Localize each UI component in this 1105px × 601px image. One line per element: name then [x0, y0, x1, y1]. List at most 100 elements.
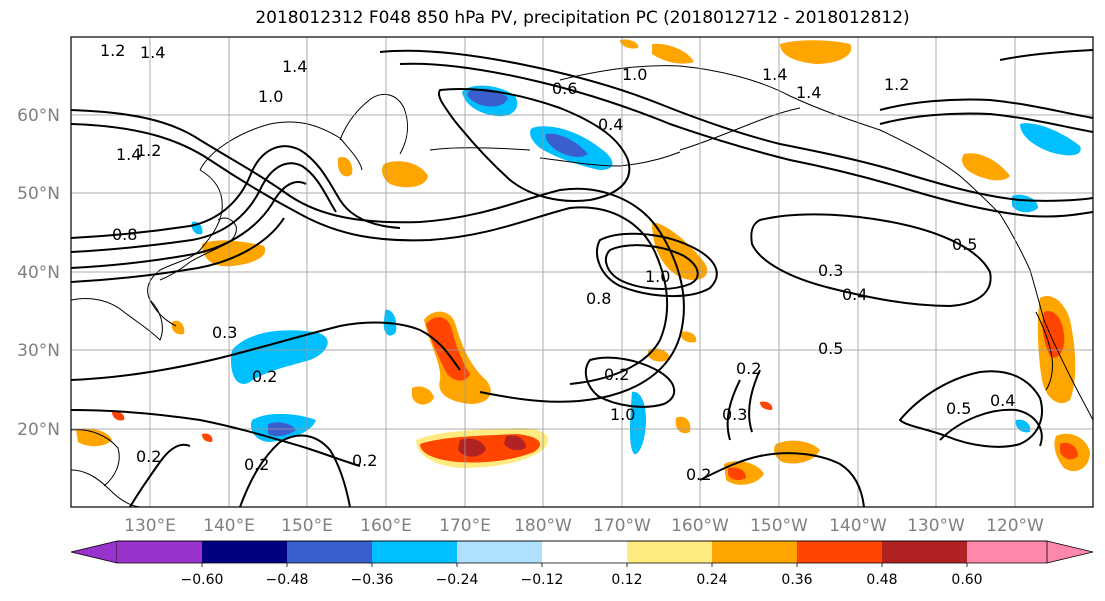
colorbar-segment [372, 541, 457, 563]
colorbar-segment [202, 541, 287, 563]
pv-contour [604, 244, 699, 290]
contour-label: 0.6 [552, 79, 577, 98]
map-title: 2018012312 F048 850 hPa PV, precipitatio… [255, 8, 910, 28]
lon-axis: 130°E 140°E 150°E 160°E 170°E 180°W 170°… [124, 516, 1044, 536]
pv-contour [239, 434, 351, 507]
colorbar-ticks [201, 563, 968, 567]
precip-pos-patch [728, 467, 746, 481]
precip-neg-core [545, 133, 588, 157]
precip-pos-core [504, 435, 526, 451]
contour-label: 1.0 [622, 65, 647, 84]
pv-contour [71, 145, 401, 239]
precip-pos-patch [648, 348, 670, 362]
colorbar-tick-label: −0.60 [181, 572, 224, 588]
contour-label: 0.2 [352, 451, 377, 470]
precip-pos-patch [1060, 442, 1078, 460]
precip-pos-patch [412, 386, 434, 405]
coastline-na-west [999, 213, 1093, 421]
lon-label: 130°E [124, 516, 176, 536]
pv-contour [399, 62, 1093, 218]
pv-contour [699, 452, 865, 507]
precip-pos-patch [652, 43, 694, 64]
pv-contour [584, 356, 675, 408]
colorbar-segment [117, 541, 202, 563]
contour-label: 0.2 [604, 365, 629, 384]
precip-pos-patch [76, 428, 112, 447]
contour-label: 1.0 [645, 267, 670, 286]
colorbar-tick-label: 0.36 [781, 572, 812, 588]
contour-labels: 1.2 1.4 1.4 1.0 1.2 1.4 0.8 0.6 1.0 0.4 … [100, 41, 1015, 484]
pv-contour [879, 98, 1093, 119]
colorbar-segment [967, 541, 1047, 563]
precip-pos-patch [202, 433, 213, 442]
lon-label: 140°E [203, 516, 255, 536]
precip-neg-patch [1020, 123, 1081, 156]
contour-label: 0.2 [736, 359, 761, 378]
colorbar-segment [287, 541, 372, 563]
colorbar-segment [627, 541, 712, 563]
colorbar-tick-label: −0.12 [521, 572, 564, 588]
lon-label: 170°E [439, 516, 491, 536]
colorbar-extend-low [70, 540, 118, 564]
precip-pos-patch [382, 161, 428, 188]
precip-shading [76, 39, 1090, 485]
colorbar-tick-label: −0.36 [351, 572, 394, 588]
lon-label: 170°W [593, 516, 651, 536]
coastline-alaska [559, 65, 1001, 215]
pv-contour [71, 181, 307, 269]
precip-pos-patch [1042, 311, 1065, 358]
contour-label: 1.0 [258, 87, 283, 106]
pv-contour [898, 370, 1043, 448]
colorbar-segment [457, 541, 542, 563]
colorbar-extend-high [1046, 540, 1094, 564]
contour-label: 0.4 [990, 391, 1015, 410]
lat-axis: 60°N 50°N 40°N 30°N 20°N [17, 106, 60, 440]
precip-neg-patch [230, 330, 328, 384]
lon-label: 180°W [514, 516, 572, 536]
contour-label: 0.2 [244, 455, 269, 474]
contour-label: 0.5 [946, 399, 971, 418]
colorbar-segment [712, 541, 797, 563]
colorbar-tick-label: 0.48 [866, 572, 897, 588]
colorbar-segment [797, 541, 882, 563]
contour-label: 0.3 [212, 323, 237, 342]
lat-label: 60°N [17, 106, 60, 126]
contour-label: 0.2 [136, 447, 161, 466]
lat-label: 30°N [17, 341, 60, 361]
contour-label: 0.3 [818, 261, 843, 280]
pv-contour [999, 49, 1093, 61]
colorbar-tick-label: 0.12 [611, 572, 642, 588]
pv-contour [750, 213, 992, 308]
coastline-kamchatka [339, 93, 408, 155]
contour-label: 1.4 [140, 43, 165, 62]
pv-contours [71, 49, 1093, 507]
pv-contour [595, 232, 718, 297]
lon-label: 140°W [829, 516, 887, 536]
pv-contour [71, 217, 285, 283]
contour-label: 1.2 [884, 75, 909, 94]
contour-label: 1.0 [610, 405, 635, 424]
precip-pos-patch [680, 331, 697, 343]
contour-label: 1.2 [136, 141, 161, 160]
colorbar-segment [542, 541, 627, 563]
colorbar-tick-label: −0.48 [266, 572, 309, 588]
pv-contour [129, 443, 191, 507]
precip-pos-patch [652, 222, 708, 281]
pv-contour [71, 409, 361, 467]
pv-contour [379, 49, 1093, 202]
contour-label: 0.5 [818, 339, 843, 358]
pv-contour [71, 162, 337, 253]
lon-label: 160°W [671, 516, 729, 536]
contour-label: 1.4 [762, 65, 787, 84]
lon-label: 150°E [281, 516, 333, 536]
contour-label: 0.3 [722, 405, 747, 424]
precip-pos-patch [774, 440, 820, 464]
contour-label: 1.2 [100, 41, 125, 60]
lon-label: 150°W [750, 516, 808, 536]
precip-pos-patch [780, 40, 852, 64]
contour-label: 0.4 [842, 285, 867, 304]
pv-contour [438, 87, 631, 202]
contour-label: 1.4 [116, 145, 141, 164]
precip-pos-patch [620, 39, 639, 49]
